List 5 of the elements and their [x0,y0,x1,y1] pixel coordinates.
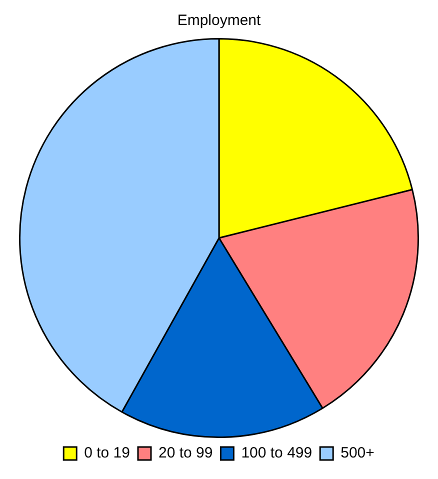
legend-label: 0 to 19 [84,444,130,462]
legend-label: 20 to 99 [158,444,213,462]
legend-label: 100 to 499 [241,444,312,462]
chart-title: Employment [177,12,262,30]
legend-label: 500+ [340,444,375,462]
